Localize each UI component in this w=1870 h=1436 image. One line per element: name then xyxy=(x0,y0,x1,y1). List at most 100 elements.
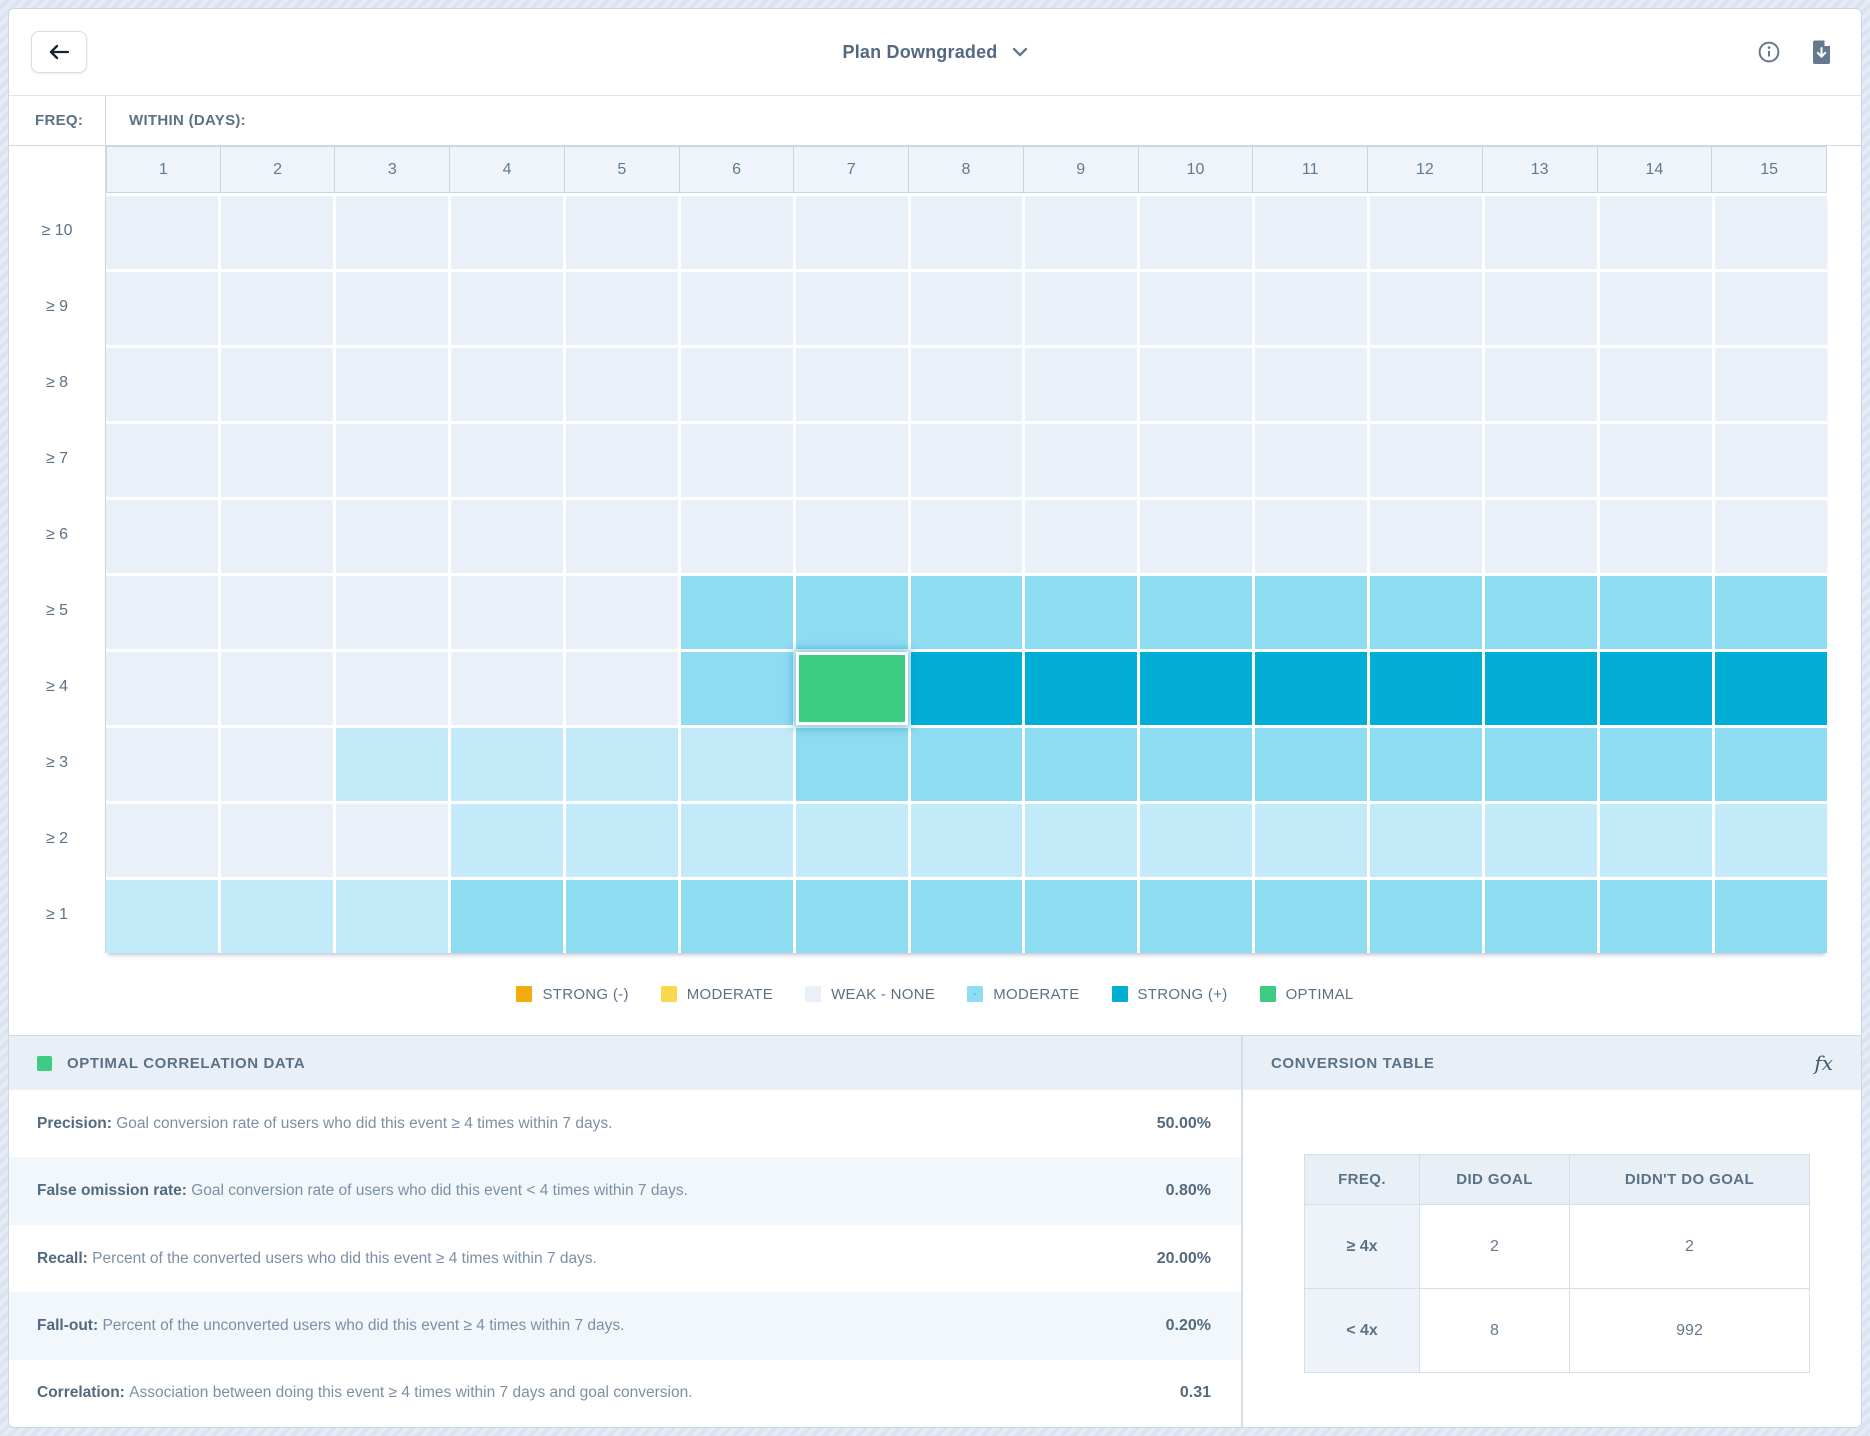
heatmap-cell[interactable] xyxy=(220,424,333,497)
heatmap-cell[interactable] xyxy=(450,424,563,497)
heatmap-cell[interactable] xyxy=(106,880,218,953)
heatmap-cell[interactable] xyxy=(1485,576,1598,649)
heatmap-cell[interactable] xyxy=(1025,576,1138,649)
heatmap-cell[interactable] xyxy=(220,272,333,345)
heatmap-cell[interactable] xyxy=(565,424,678,497)
heatmap-cell[interactable] xyxy=(1025,804,1138,877)
heatmap-cell[interactable] xyxy=(1370,576,1483,649)
heatmap-cell[interactable] xyxy=(220,196,333,269)
heatmap-cell[interactable] xyxy=(1025,348,1138,421)
heatmap-cell[interactable] xyxy=(910,196,1023,269)
heatmap-cell[interactable] xyxy=(1715,348,1827,421)
heatmap-cell[interactable] xyxy=(910,272,1023,345)
heatmap-cell[interactable] xyxy=(106,576,218,649)
heatmap-cell[interactable] xyxy=(450,196,563,269)
heatmap-cell[interactable] xyxy=(1255,880,1368,953)
heatmap-cell[interactable] xyxy=(1255,652,1368,725)
heatmap-cell[interactable] xyxy=(1140,500,1253,573)
heatmap-cell[interactable] xyxy=(795,424,908,497)
heatmap-cell[interactable] xyxy=(1025,424,1138,497)
heatmap-cell[interactable] xyxy=(795,804,908,877)
heatmap-cell[interactable] xyxy=(1600,804,1713,877)
heatmap-cell[interactable] xyxy=(106,272,218,345)
heatmap-cell[interactable] xyxy=(795,880,908,953)
heatmap-cell[interactable] xyxy=(450,500,563,573)
heatmap-cell[interactable] xyxy=(565,500,678,573)
heatmap-cell[interactable] xyxy=(795,576,908,649)
heatmap-cell[interactable] xyxy=(1715,880,1827,953)
heatmap-cell[interactable] xyxy=(1025,728,1138,801)
heatmap-cell[interactable] xyxy=(1370,880,1483,953)
heatmap-cell[interactable] xyxy=(450,880,563,953)
heatmap-cell[interactable] xyxy=(1255,272,1368,345)
event-title-dropdown[interactable]: Plan Downgraded xyxy=(842,42,1027,63)
heatmap-cell[interactable] xyxy=(910,500,1023,573)
heatmap-cell[interactable] xyxy=(1485,424,1598,497)
heatmap-cell[interactable] xyxy=(910,576,1023,649)
download-icon[interactable] xyxy=(1807,38,1835,66)
heatmap-cell[interactable] xyxy=(680,652,793,725)
heatmap-cell[interactable] xyxy=(335,272,448,345)
heatmap-cell[interactable] xyxy=(1025,880,1138,953)
heatmap-cell[interactable] xyxy=(335,880,448,953)
heatmap-cell[interactable] xyxy=(680,424,793,497)
heatmap-cell[interactable] xyxy=(220,804,333,877)
heatmap-cell[interactable] xyxy=(1600,272,1713,345)
heatmap-cell[interactable] xyxy=(220,500,333,573)
heatmap-cell[interactable] xyxy=(1025,500,1138,573)
heatmap-cell[interactable] xyxy=(1485,500,1598,573)
heatmap-cell[interactable] xyxy=(1140,728,1253,801)
heatmap-cell[interactable] xyxy=(1025,652,1138,725)
heatmap-cell[interactable] xyxy=(220,652,333,725)
back-button[interactable] xyxy=(31,31,87,73)
heatmap-cell[interactable] xyxy=(335,804,448,877)
heatmap-cell[interactable] xyxy=(1600,424,1713,497)
heatmap-cell[interactable] xyxy=(1715,576,1827,649)
heatmap-cell[interactable] xyxy=(450,652,563,725)
heatmap-cell[interactable] xyxy=(1370,424,1483,497)
heatmap-cell[interactable] xyxy=(1255,576,1368,649)
heatmap-cell[interactable] xyxy=(1485,652,1598,725)
heatmap-cell[interactable] xyxy=(1600,880,1713,953)
heatmap-cell[interactable] xyxy=(1370,272,1483,345)
heatmap-cell[interactable] xyxy=(335,500,448,573)
heatmap-cell[interactable] xyxy=(1600,652,1713,725)
heatmap-cell[interactable] xyxy=(680,728,793,801)
heatmap-cell[interactable] xyxy=(220,728,333,801)
heatmap-cell[interactable] xyxy=(795,272,908,345)
heatmap-cell[interactable] xyxy=(795,196,908,269)
heatmap-cell[interactable] xyxy=(795,500,908,573)
heatmap-cell[interactable] xyxy=(1140,880,1253,953)
heatmap-cell[interactable] xyxy=(1255,424,1368,497)
heatmap-cell[interactable] xyxy=(1255,500,1368,573)
heatmap-cell[interactable] xyxy=(680,500,793,573)
heatmap-cell[interactable] xyxy=(1485,804,1598,877)
heatmap-cell[interactable] xyxy=(1370,348,1483,421)
heatmap-cell[interactable] xyxy=(335,576,448,649)
heatmap-cell[interactable] xyxy=(1140,652,1253,725)
heatmap-cell[interactable] xyxy=(565,652,678,725)
heatmap-cell[interactable] xyxy=(1485,880,1598,953)
heatmap-cell[interactable] xyxy=(680,880,793,953)
heatmap-cell[interactable] xyxy=(565,272,678,345)
heatmap-cell[interactable] xyxy=(680,196,793,269)
heatmap-cell[interactable] xyxy=(565,804,678,877)
heatmap-cell[interactable] xyxy=(220,576,333,649)
heatmap-cell[interactable] xyxy=(106,500,218,573)
heatmap-cell[interactable] xyxy=(1140,424,1253,497)
heatmap-cell[interactable] xyxy=(1255,196,1368,269)
heatmap-cell[interactable] xyxy=(450,804,563,877)
heatmap-cell[interactable] xyxy=(1025,196,1138,269)
heatmap-cell[interactable] xyxy=(1025,272,1138,345)
heatmap-cell[interactable] xyxy=(910,728,1023,801)
heatmap-cell[interactable] xyxy=(565,728,678,801)
heatmap-cell[interactable] xyxy=(1600,576,1713,649)
heatmap-cell[interactable] xyxy=(1140,196,1253,269)
heatmap-cell[interactable] xyxy=(220,880,333,953)
heatmap-cell[interactable] xyxy=(680,804,793,877)
heatmap-cell[interactable] xyxy=(680,272,793,345)
heatmap-cell[interactable] xyxy=(565,880,678,953)
heatmap-cell[interactable] xyxy=(1370,804,1483,877)
heatmap-cell[interactable] xyxy=(910,424,1023,497)
heatmap-cell[interactable] xyxy=(450,348,563,421)
